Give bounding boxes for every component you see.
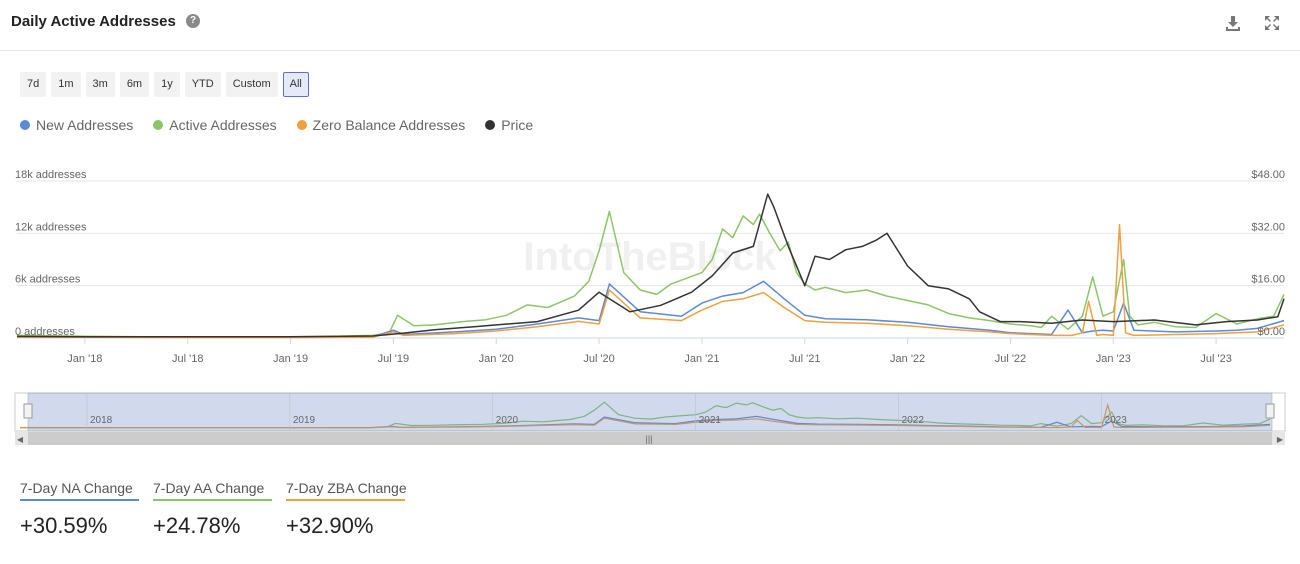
legend-dot — [485, 120, 496, 130]
legend-label: New Addresses — [36, 117, 134, 133]
scroll-right-arrow-icon[interactable]: ▶ — [1277, 435, 1284, 444]
navigator-year-label: 2020 — [496, 415, 519, 426]
series-line-zero-balance-addresses — [16, 223, 1285, 339]
scroll-left-arrow-icon[interactable]: ◀ — [17, 435, 24, 444]
y-axis-left-tick-label: 6k addresses — [15, 274, 81, 286]
y-axis-left-tick-label: 12k addresses — [15, 221, 87, 233]
expand-icon[interactable] — [1263, 14, 1281, 32]
legend-item-price[interactable]: Price — [485, 117, 533, 133]
legend-item-new-addresses[interactable]: New Addresses — [20, 117, 133, 133]
stat-label: 7-Day AA Change — [153, 480, 265, 496]
stat-value: +32.90% — [286, 513, 374, 538]
x-axis-tick-label: Jan '19 — [273, 353, 308, 365]
y-axis-right-tick-label: $0.00 — [1257, 326, 1285, 338]
range-button-1m[interactable]: 1m — [51, 72, 81, 97]
stat-aa-change: 7-Day AA Change +24.78% — [153, 480, 272, 539]
y-axis-left-tick-label: 0 addresses — [15, 326, 75, 338]
x-axis-tick-label: Jan '23 — [1096, 353, 1131, 365]
range-button-all[interactable]: All — [282, 72, 309, 97]
navigator-mask[interactable] — [27, 392, 1273, 432]
x-axis-tick-label: Jul '20 — [583, 353, 614, 365]
x-axis-tick-label: Jan '18 — [67, 353, 102, 365]
range-button-ytd[interactable]: YTD — [184, 72, 221, 97]
stat-underline — [20, 499, 139, 501]
stat-underline — [153, 499, 272, 501]
range-button-1y[interactable]: 1y — [154, 72, 180, 97]
x-axis-tick-label: Jul '19 — [378, 353, 409, 365]
navigator-year-label: 2018 — [90, 415, 113, 426]
chart-legend: New Addresses Active Addresses Zero Bala… — [20, 117, 533, 133]
legend-dot — [20, 120, 30, 130]
range-button-3m[interactable]: 3m — [85, 72, 115, 97]
y-axis-left-tick-label: 18k addresses — [15, 169, 87, 181]
scrollbar-grip-icon[interactable]: ||| — [645, 434, 652, 444]
series-line-active-addresses — [16, 210, 1285, 338]
legend-item-zero-balance-addresses[interactable]: Zero Balance Addresses — [296, 117, 466, 133]
range-button-6m[interactable]: 6m — [119, 72, 150, 97]
stat-underline — [286, 499, 405, 501]
y-axis-right-tick-label: $48.00 — [1251, 169, 1285, 181]
download-icon[interactable] — [1224, 14, 1242, 32]
legend-label: Active Addresses — [169, 117, 277, 133]
range-navigator[interactable]: 2018 2019 2020 2021 2022 2023 ||| ◀ ▶ — [0, 388, 1300, 448]
stats-row: 7-Day NA Change +30.59% 7-Day AA Change … — [20, 480, 407, 539]
stat-zba-change: 7-Day ZBA Change +32.90% — [286, 480, 407, 539]
main-chart[interactable]: IntoTheBlock 0 addresses 6k addresses 12k … — [0, 160, 1300, 382]
range-selector: 7d 1m 3m 6m 1y YTD Custom All — [20, 72, 309, 97]
question-circle-icon[interactable]: ? — [186, 14, 200, 28]
y-axis-right-tick-label: $16.00 — [1251, 274, 1285, 286]
range-button-7d[interactable]: 7d — [20, 72, 47, 97]
legend-dot — [153, 120, 164, 130]
legend-item-active-addresses[interactable]: Active Addresses — [153, 117, 277, 133]
stat-value: +30.59% — [20, 513, 108, 538]
stat-na-change: 7-Day NA Change +30.59% — [20, 480, 139, 539]
y-axis-right-tick-label: $32.00 — [1251, 221, 1285, 233]
navigator-series-zero-balance-addresses — [19, 402, 1271, 429]
scrollbar-thumb[interactable] — [28, 432, 1272, 445]
x-axis-tick-label: Jul '21 — [789, 353, 820, 365]
x-axis-tick-label: Jan '20 — [479, 353, 514, 365]
navigator-right-handle[interactable] — [1265, 403, 1275, 419]
legend-dot — [296, 120, 307, 130]
stat-value: +24.78% — [153, 513, 241, 538]
x-axis-tick-label: Jul '18 — [172, 353, 203, 365]
x-axis-tick-label: Jul '22 — [995, 353, 1026, 365]
x-axis-tick-label: Jan '22 — [890, 353, 925, 365]
navigator-left-handle[interactable] — [23, 403, 33, 419]
navigator-year-label: 2021 — [699, 415, 722, 426]
stat-label: 7-Day NA Change — [20, 480, 133, 496]
navigator-year-label: 2019 — [293, 415, 316, 426]
legend-label: Price — [501, 117, 534, 133]
navigator-series-active-addresses — [19, 401, 1271, 429]
x-axis-tick-label: Jul '23 — [1200, 353, 1231, 365]
series-line-price — [16, 193, 1285, 338]
chart-header: Daily Active Addresses ? — [0, 0, 1300, 51]
navigator-year-label: 2023 — [1105, 415, 1128, 426]
x-axis-tick-label: Jan '21 — [684, 353, 719, 365]
navigator-year-label: 2022 — [902, 415, 925, 426]
watermark-text: IntoTheBlock — [523, 235, 777, 279]
series-line-new-addresses — [16, 280, 1285, 339]
legend-label: Zero Balance Addresses — [312, 117, 466, 133]
stat-label: 7-Day ZBA Change — [286, 480, 407, 496]
chart-title: Daily Active Addresses — [11, 13, 176, 30]
range-button-custom[interactable]: Custom — [225, 72, 278, 97]
